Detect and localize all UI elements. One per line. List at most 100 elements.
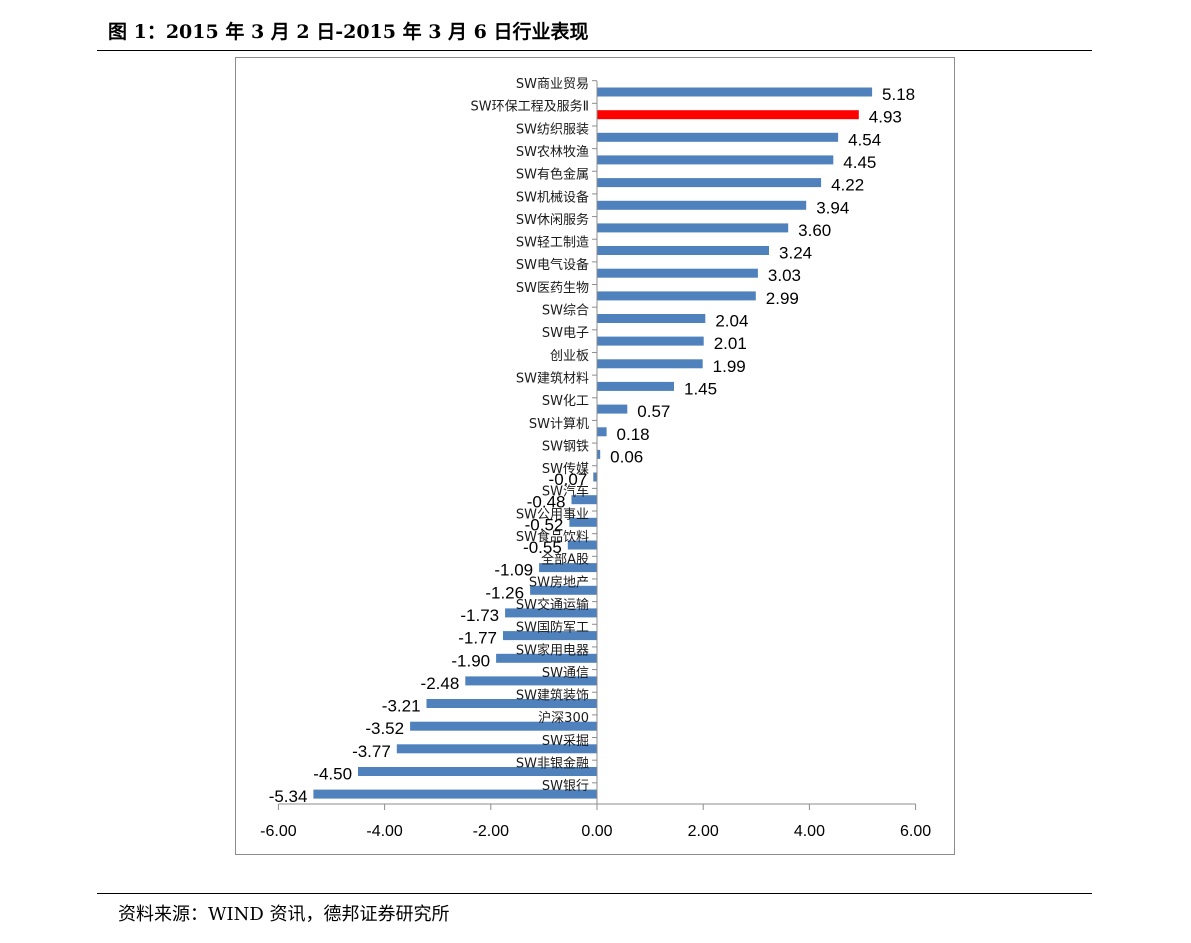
category-label: SW建筑装饰 (516, 688, 589, 704)
category-label: SW电子 (542, 326, 589, 341)
category-label: 全部A股 (541, 552, 589, 568)
x-tick-label: -2.00 (473, 823, 510, 840)
bar-18 (593, 472, 597, 482)
value-label: 4.45 (843, 153, 876, 172)
chart-frame (235, 57, 955, 855)
category-label: SW非银金融 (516, 756, 589, 772)
bar-23 (530, 585, 597, 595)
bar-13 (597, 359, 703, 369)
category-label: SW食品饮料 (516, 529, 589, 545)
category-label: SW有色金属 (516, 167, 589, 183)
value-label: 0.18 (617, 425, 650, 444)
category-label: SW机械设备 (516, 189, 589, 205)
category-label: SW钢铁 (542, 439, 589, 454)
bar-4 (597, 155, 834, 165)
category-label: SW汽车 (542, 484, 589, 500)
bar-29 (410, 721, 597, 731)
value-label: -5.34 (269, 787, 308, 806)
x-tick-label: 0.00 (581, 823, 612, 840)
bar-16 (597, 427, 607, 437)
bar-32 (313, 789, 597, 799)
category-label: SW农林牧渔 (516, 145, 589, 160)
value-label: 0.06 (610, 447, 643, 466)
value-label: -3.21 (382, 697, 421, 716)
value-label: 3.24 (779, 244, 812, 263)
value-label: -1.26 (485, 583, 524, 602)
value-label: 0.57 (637, 402, 670, 421)
bar-15 (597, 404, 628, 414)
category-label: SW商业贸易 (516, 77, 589, 92)
value-label: -1.09 (494, 561, 533, 580)
category-label: SW环保工程及服务Ⅱ (470, 99, 589, 115)
bar-30 (396, 744, 597, 754)
bar-27 (465, 676, 597, 686)
bar-20 (569, 517, 597, 527)
category-label: SW医药生物 (516, 281, 589, 296)
category-label: SW计算机 (529, 417, 589, 432)
bar-25 (503, 631, 597, 641)
x-tick-label: -6.00 (260, 823, 297, 840)
value-label: 4.22 (831, 176, 864, 195)
value-label: 2.04 (715, 312, 748, 331)
category-label: SW建筑材料 (516, 370, 589, 386)
value-label: 3.94 (816, 198, 849, 217)
figure-title: 图 1：2015 年 3 月 2 日-2015 年 3 月 6 日行业表现 (108, 21, 589, 43)
category-label: SW银行 (542, 779, 589, 794)
category-label: SW化工 (542, 394, 589, 409)
value-label: -0.07 (549, 470, 588, 489)
category-label: SW纺织服装 (516, 122, 589, 137)
value-label: -1.90 (451, 651, 490, 670)
bar-14 (597, 381, 674, 391)
bar-19 (571, 495, 597, 505)
category-label: SW交通运输 (516, 597, 589, 613)
bar-21 (567, 540, 597, 550)
value-label: 3.03 (768, 266, 801, 285)
category-label: SW采掘 (542, 734, 589, 749)
value-label: -4.50 (313, 765, 352, 784)
value-label: -0.55 (523, 538, 562, 557)
category-label: SW公用事业 (516, 507, 589, 522)
bar-28 (426, 699, 597, 708)
value-label: 3.60 (798, 221, 831, 240)
bottom-rule (97, 893, 1092, 894)
bars-group (313, 87, 873, 799)
value-label: -1.77 (458, 629, 497, 648)
category-label: SW通信 (542, 666, 589, 681)
bar-24 (505, 608, 597, 618)
value-label: 4.93 (869, 108, 902, 127)
category-label: SW轻工制造 (516, 236, 589, 251)
bar-7 (597, 223, 789, 233)
category-label: SW家用电器 (516, 642, 589, 658)
bar-9 (597, 268, 758, 278)
x-tick-label: 6.00 (900, 823, 931, 840)
bar-8 (597, 246, 769, 255)
category-label: SW休闲服务 (516, 212, 589, 228)
category-label: SW国防军工 (516, 620, 589, 636)
value-label: 1.45 (684, 379, 717, 398)
value-label: -2.48 (421, 674, 460, 693)
value-label: -3.52 (365, 719, 404, 738)
category-label: SW传媒 (542, 462, 589, 477)
labels-group: SW商业贸易 5.18 SW环保工程及服务Ⅱ 4.93 SW纺织服装 4.54 SW农林牧渔… (269, 77, 915, 806)
value-label: 2.01 (714, 334, 747, 353)
value-label: 1.99 (713, 357, 746, 376)
x-tick-label: 2.00 (688, 823, 719, 840)
value-label: -3.77 (352, 742, 391, 761)
bar-2 (597, 110, 859, 120)
bar-17 (597, 449, 601, 459)
bar-22 (539, 563, 597, 573)
value-label: -1.73 (460, 606, 499, 625)
category-label: SW房地产 (529, 574, 589, 590)
bar-6 (597, 200, 807, 210)
category-label: 沪深300 (538, 710, 589, 726)
value-label: -0.52 (525, 515, 564, 534)
bar-10 (597, 291, 756, 301)
bar-12 (597, 336, 704, 346)
category-label: 创业板 (550, 349, 589, 364)
value-label: -0.48 (527, 493, 566, 512)
axes-group: -6.00 -4.00 -2.00 0.00 2.00 4.00 6.00 (260, 80, 931, 840)
bar-5 (597, 178, 822, 188)
value-label: 5.18 (882, 85, 915, 104)
bar-31 (358, 767, 597, 776)
bar-3 (597, 132, 839, 142)
